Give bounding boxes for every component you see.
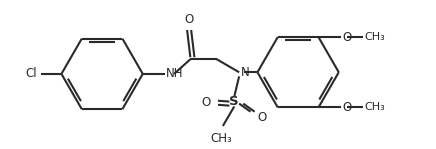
Text: O: O: [342, 31, 352, 44]
Text: Cl: Cl: [25, 67, 37, 80]
Text: O: O: [342, 101, 352, 114]
Text: NH: NH: [166, 67, 184, 80]
Text: N: N: [241, 66, 249, 79]
Text: CH₃: CH₃: [210, 132, 232, 145]
Text: CH₃: CH₃: [365, 103, 385, 112]
Text: O: O: [184, 13, 194, 26]
Text: O: O: [202, 96, 211, 109]
Text: O: O: [257, 111, 267, 124]
Text: S: S: [229, 95, 239, 108]
Text: CH₃: CH₃: [365, 32, 385, 42]
